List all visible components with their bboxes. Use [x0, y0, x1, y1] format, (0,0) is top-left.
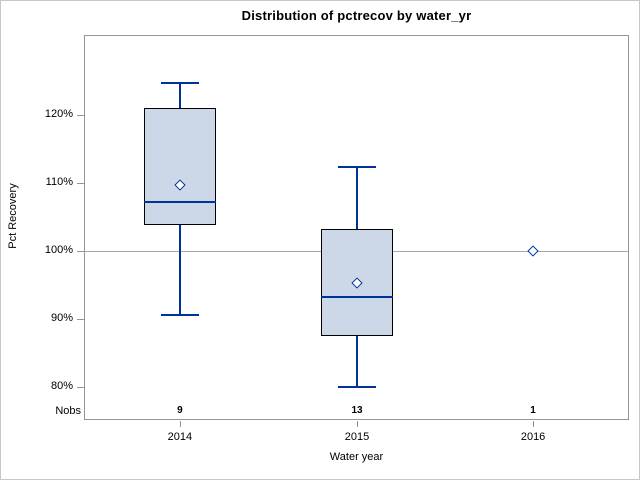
- x-tick-mark: [533, 421, 535, 427]
- whisker-cap-lower: [338, 385, 377, 388]
- nobs-value: 13: [351, 405, 363, 416]
- nobs-value: 9: [177, 405, 183, 416]
- iqr-box-2014: [143, 107, 216, 226]
- y-tick-label: 120%: [44, 108, 73, 121]
- y-tick-label: 80%: [50, 379, 73, 392]
- mean-diamond-2016: [527, 245, 539, 257]
- x-tick-mark: [357, 421, 359, 427]
- y-tick-label: 110%: [45, 176, 73, 189]
- whisker-cap-upper: [160, 81, 199, 84]
- whisker-cap-lower: [160, 313, 199, 316]
- whisker-stem-upper: [356, 166, 359, 229]
- nobs-row-label: Nobs: [55, 405, 81, 417]
- y-tick-mark: [77, 251, 84, 252]
- plot-area-frame: [84, 35, 629, 420]
- whisker-stem-upper: [178, 82, 181, 108]
- y-tick-mark: [77, 318, 84, 320]
- y-tick-mark: [77, 183, 84, 185]
- median-line: [321, 296, 394, 299]
- x-tick-label: 2014: [167, 431, 193, 443]
- y-tick-label: 90%: [50, 311, 73, 324]
- y-tick-mark: [77, 386, 84, 388]
- chart-title: Distribution of pctrecov by water_yr: [241, 8, 472, 23]
- whisker-cap-upper: [338, 165, 377, 168]
- y-tick-mark: [77, 115, 84, 117]
- x-tick-label: 2016: [520, 431, 546, 443]
- x-tick-mark: [179, 421, 181, 427]
- y-tick-label: 100%: [44, 244, 73, 256]
- x-axis-title: Water year: [329, 451, 384, 463]
- whisker-stem-lower: [356, 335, 359, 387]
- whisker-stem-lower: [178, 225, 181, 315]
- x-tick-label: 2015: [344, 431, 370, 443]
- median-line: [143, 201, 216, 204]
- nobs-value: 1: [530, 405, 536, 416]
